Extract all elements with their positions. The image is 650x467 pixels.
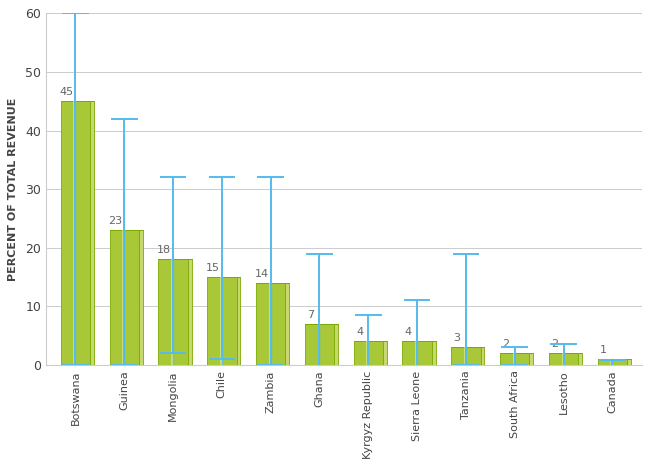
Text: 2: 2 (502, 339, 510, 349)
Text: 3: 3 (454, 333, 461, 343)
Polygon shape (610, 359, 614, 365)
Text: 4: 4 (356, 327, 363, 337)
Text: 45: 45 (60, 87, 73, 97)
Polygon shape (529, 353, 533, 365)
Text: 15: 15 (206, 263, 220, 273)
Polygon shape (627, 359, 631, 365)
Polygon shape (513, 353, 515, 365)
Polygon shape (578, 353, 582, 365)
Polygon shape (159, 259, 188, 365)
Polygon shape (268, 283, 272, 365)
Polygon shape (207, 277, 237, 365)
Polygon shape (500, 353, 529, 365)
Text: 4: 4 (405, 327, 412, 337)
Polygon shape (188, 259, 192, 365)
Polygon shape (402, 341, 432, 365)
Polygon shape (432, 341, 436, 365)
Polygon shape (318, 324, 320, 365)
Polygon shape (562, 353, 565, 365)
Polygon shape (451, 347, 480, 365)
Y-axis label: PERCENT OF TOTAL REVENUE: PERCENT OF TOTAL REVENUE (8, 98, 18, 281)
Text: 23: 23 (109, 216, 122, 226)
Polygon shape (256, 283, 285, 365)
Polygon shape (110, 230, 139, 365)
Polygon shape (354, 341, 383, 365)
Polygon shape (415, 341, 418, 365)
Polygon shape (73, 101, 77, 365)
Text: 2: 2 (551, 339, 558, 349)
Text: 1: 1 (600, 345, 607, 355)
Polygon shape (305, 324, 334, 365)
Polygon shape (285, 283, 289, 365)
Polygon shape (139, 230, 143, 365)
Polygon shape (480, 347, 484, 365)
Text: 7: 7 (307, 310, 314, 320)
Polygon shape (464, 347, 467, 365)
Text: 18: 18 (157, 245, 172, 255)
Polygon shape (90, 101, 94, 365)
Polygon shape (171, 259, 174, 365)
Polygon shape (61, 101, 90, 365)
Polygon shape (237, 277, 240, 365)
Polygon shape (367, 341, 369, 365)
Polygon shape (383, 341, 387, 365)
Polygon shape (549, 353, 578, 365)
Text: 14: 14 (255, 269, 269, 279)
Polygon shape (598, 359, 627, 365)
Polygon shape (220, 277, 223, 365)
Polygon shape (122, 230, 125, 365)
Polygon shape (334, 324, 338, 365)
